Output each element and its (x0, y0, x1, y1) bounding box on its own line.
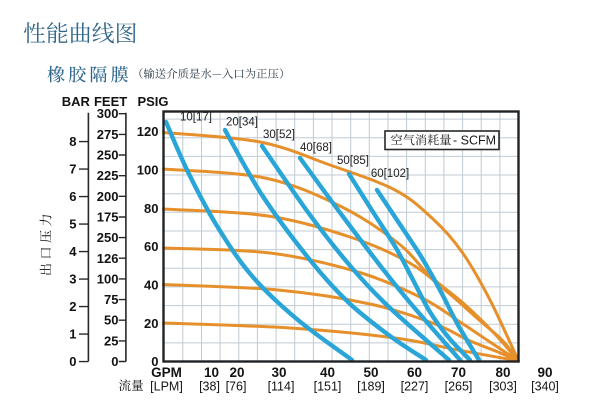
svg-text:20: 20 (229, 365, 244, 380)
svg-text:[LPM]: [LPM] (150, 380, 183, 394)
svg-text:80: 80 (144, 201, 158, 216)
svg-text:PSIG: PSIG (137, 94, 168, 109)
svg-text:BAR: BAR (62, 94, 91, 109)
svg-text:80: 80 (495, 365, 510, 380)
svg-text:- SCFM: - SCFM (453, 134, 496, 148)
svg-text:3: 3 (69, 272, 76, 287)
svg-text:275: 275 (97, 127, 119, 142)
svg-text:30[52]: 30[52] (263, 129, 295, 141)
svg-text:60[102]: 60[102] (371, 168, 409, 180)
svg-text:1: 1 (69, 327, 76, 342)
svg-text:2: 2 (69, 299, 76, 314)
svg-text:200: 200 (97, 189, 119, 204)
svg-text:[265]: [265] (445, 380, 473, 394)
svg-text:40: 40 (144, 277, 158, 292)
svg-text:25: 25 (104, 333, 118, 348)
svg-text:250: 250 (97, 148, 119, 163)
svg-text:300: 300 (97, 106, 119, 121)
svg-text:60: 60 (144, 239, 158, 254)
svg-text:[303]: [303] (489, 380, 517, 394)
svg-text:20[34]: 20[34] (226, 117, 258, 129)
svg-text:50: 50 (104, 313, 118, 328)
svg-text:100: 100 (137, 163, 159, 178)
svg-text:0: 0 (69, 354, 76, 369)
svg-text:10: 10 (204, 365, 219, 380)
svg-text:120: 120 (137, 124, 159, 139)
svg-text:126: 126 (97, 251, 119, 266)
svg-text:7: 7 (69, 162, 76, 177)
svg-text:225: 225 (97, 168, 119, 183)
svg-text:[189]: [189] (357, 380, 385, 394)
svg-text:GPM: GPM (151, 365, 182, 380)
svg-text:8: 8 (69, 134, 76, 149)
svg-text:20: 20 (144, 316, 158, 331)
svg-text:50: 50 (363, 365, 378, 380)
svg-text:75: 75 (104, 292, 118, 307)
svg-text:0: 0 (111, 354, 118, 369)
svg-text:250: 250 (97, 230, 119, 245)
svg-text:[76]: [76] (226, 380, 247, 394)
svg-text:50[85]: 50[85] (337, 155, 369, 167)
svg-text:FEET: FEET (94, 94, 127, 109)
svg-text:40: 40 (320, 365, 335, 380)
svg-text:90: 90 (537, 365, 552, 380)
svg-text:[227]: [227] (401, 380, 429, 394)
svg-text:10[17]: 10[17] (180, 112, 212, 124)
svg-text:30: 30 (271, 365, 286, 380)
svg-text:175: 175 (97, 209, 119, 224)
svg-text:0: 0 (151, 354, 158, 369)
svg-text:5: 5 (69, 217, 76, 232)
svg-text:[38]: [38] (199, 380, 220, 394)
svg-text:100: 100 (97, 271, 119, 286)
svg-text:[114]: [114] (268, 380, 295, 394)
svg-text:[340]: [340] (531, 380, 559, 394)
svg-text:[151]: [151] (314, 380, 342, 394)
svg-text:60: 60 (407, 365, 422, 380)
svg-text:4: 4 (69, 244, 77, 259)
svg-text:40[68]: 40[68] (300, 142, 332, 154)
svg-text:70: 70 (451, 365, 466, 380)
svg-text:6: 6 (69, 189, 76, 204)
